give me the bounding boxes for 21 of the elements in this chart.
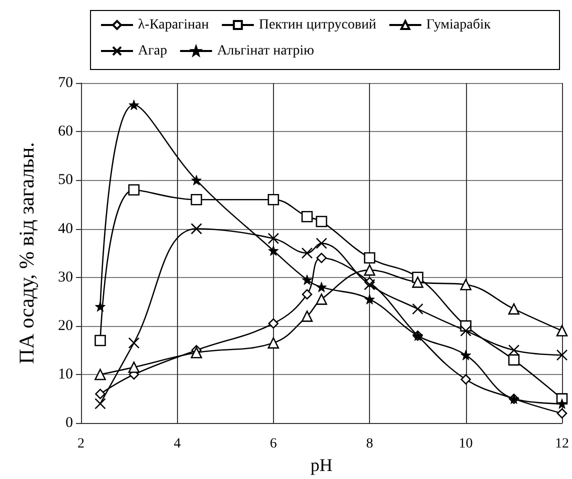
legend-label: Гуміарабік — [426, 18, 491, 32]
x-tick-label: 6 — [270, 436, 277, 452]
x-tick-label: 4 — [174, 436, 181, 452]
legend-label: λ-Карагінан — [138, 18, 210, 32]
legend-label: Пектин цитрусовий — [258, 18, 377, 32]
y-tick-label: 0 — [66, 415, 73, 432]
y-tick-label: 70 — [58, 75, 73, 91]
x-axis-title: pH — [310, 455, 332, 475]
x-tick-label: 8 — [366, 436, 374, 452]
y-tick-label: 40 — [58, 220, 73, 237]
y-tick-label: 30 — [58, 269, 73, 286]
y-tick-label: 60 — [58, 124, 73, 140]
y-tick-label: 50 — [58, 172, 73, 188]
x-tick-label: 10 — [458, 436, 473, 452]
y-axis-title: ПА осаду, % від загальн. — [14, 142, 38, 364]
legend-label: Агар — [138, 44, 168, 58]
x-tick-label: 2 — [78, 436, 84, 452]
legend-label: Альгінат натрію — [217, 44, 314, 58]
x-tick-label: 12 — [555, 436, 569, 452]
y-tick-label: 10 — [58, 366, 73, 383]
y-tick-label: 20 — [58, 318, 73, 334]
